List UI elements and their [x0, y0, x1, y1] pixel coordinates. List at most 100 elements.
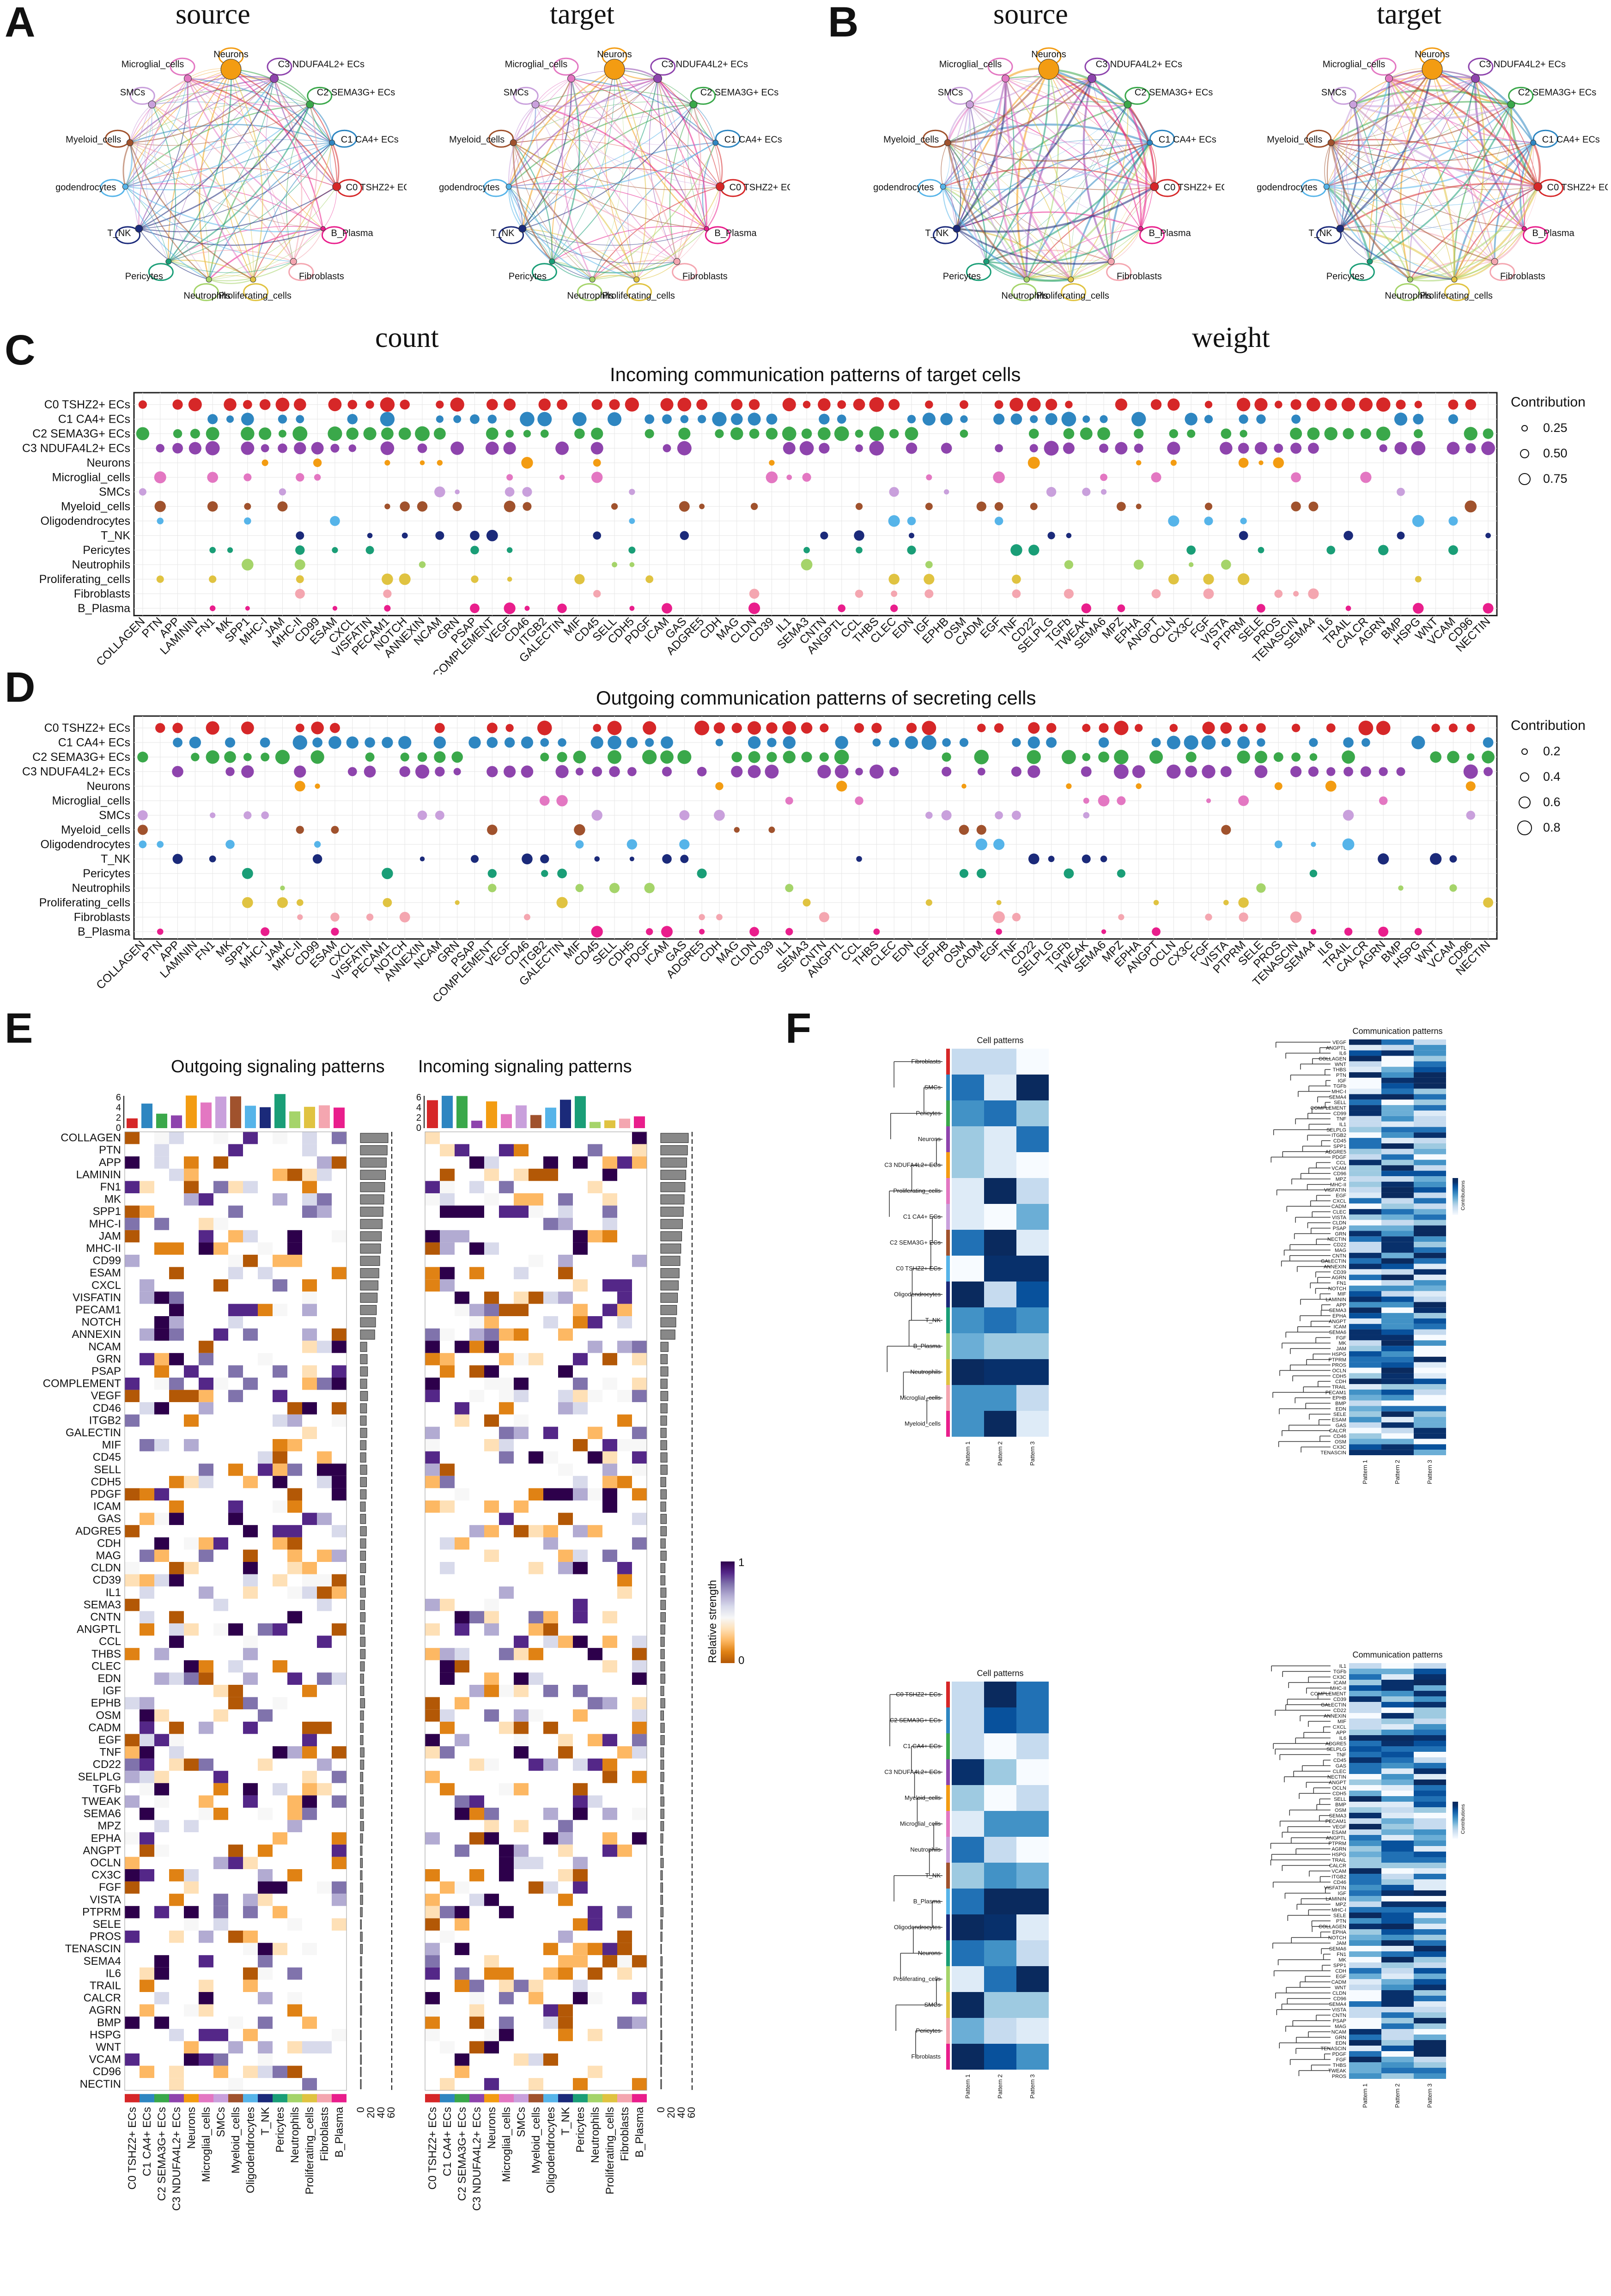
heat-cell: [273, 1451, 287, 1464]
heat-cell: [602, 1746, 617, 1759]
heat-cell: [228, 1402, 243, 1415]
heat-cell: [332, 1808, 347, 1820]
heat-cell: [154, 2029, 169, 2041]
heat-cell: [588, 1672, 602, 1685]
pattern-cell: [1414, 1313, 1446, 1318]
heat-cell: [258, 1598, 273, 1611]
bubble: [1483, 428, 1494, 439]
bubble: [470, 530, 480, 541]
comm-row-label: GRN: [1335, 1231, 1347, 1237]
heat-cell: [558, 1512, 573, 1525]
bubble: [1345, 605, 1351, 611]
bubble: [277, 897, 288, 908]
heat-cell: [469, 1857, 484, 1869]
bubble: [399, 911, 410, 923]
heat-cell: [588, 1881, 602, 1894]
heat-cell: [529, 1168, 543, 1181]
pattern-cell: [1414, 1225, 1446, 1231]
heat-cell: [125, 1562, 140, 1574]
bubble: [819, 443, 830, 454]
heat-cell: [617, 1808, 632, 1820]
row-label: LAMININ: [76, 1168, 121, 1181]
bubble: [382, 573, 393, 585]
top-bar: [516, 1105, 527, 1128]
heat-cell: [440, 1746, 455, 1759]
bubble: [172, 399, 183, 410]
comm-row-label: SELL: [1334, 1100, 1346, 1105]
side-axis-tick: 0: [355, 2107, 366, 2113]
heat-cell: [243, 2004, 258, 2017]
heat-cell: [154, 1967, 169, 1980]
heat-cell: [243, 1697, 258, 1710]
network-node: [1088, 74, 1097, 83]
heat-cell: [140, 1943, 154, 1956]
bubble: [1170, 460, 1177, 466]
heat-cell: [332, 1267, 347, 1280]
heat-cell: [317, 1623, 332, 1636]
pattern-cell: [1349, 1302, 1381, 1308]
row-label: CDH: [97, 1537, 121, 1549]
heat-cell: [140, 1808, 154, 1820]
heat-cell: [332, 1697, 347, 1710]
top-bar: [486, 1101, 497, 1128]
heat-cell: [558, 1980, 573, 1992]
heat-cell: [302, 1894, 317, 1906]
edge: [956, 142, 1150, 229]
bubble: [1205, 913, 1212, 921]
heat-cell: [632, 1378, 647, 1390]
comm-row-label: BMP: [1335, 1401, 1346, 1407]
edge: [522, 104, 694, 230]
heat-cell: [169, 1476, 184, 1488]
edge: [508, 187, 523, 229]
heat-cell: [469, 1598, 484, 1611]
bubble: [1099, 443, 1109, 453]
edge: [1453, 142, 1534, 280]
pattern-cell: [1381, 1324, 1414, 1330]
self-loop: [1394, 283, 1420, 301]
bubble: [1293, 591, 1299, 597]
heat-cell: [573, 1353, 588, 1366]
heat-cell: [213, 1967, 228, 1980]
heat-cell: [425, 1353, 440, 1366]
column-label: C2 SEMA3G+ ECs: [456, 2107, 468, 2201]
heat-cell: [425, 1537, 440, 1550]
heat-cell: [125, 1721, 140, 1734]
heat-cell: [602, 1378, 617, 1390]
heat-cell: [287, 1808, 302, 1820]
row-label: C2 SEMA3G+ ECs: [32, 751, 130, 764]
heat-cell: [154, 1955, 169, 1968]
heat-cell: [558, 1660, 573, 1673]
heat-cell: [169, 2041, 184, 2053]
bubble: [1028, 428, 1039, 439]
heat-cell: [543, 1992, 558, 2004]
heat-cell: [273, 1439, 287, 1452]
heat-cell: [184, 1341, 199, 1353]
pattern-cell: [1414, 1252, 1446, 1258]
heat-cell: [617, 1488, 632, 1500]
bubble: [1465, 399, 1477, 410]
heat-cell: [273, 1758, 287, 1771]
heat-cell: [499, 1218, 514, 1230]
pattern-cell: [1414, 1379, 1446, 1385]
heat-cell: [514, 1598, 529, 1611]
heat-cell: [228, 1918, 243, 1931]
heat-cell: [273, 1660, 287, 1673]
heat-cell: [514, 1918, 529, 1931]
heat-cell: [588, 2078, 602, 2090]
heat-cell: [302, 1709, 317, 1722]
bubble: [399, 573, 411, 585]
heat-cell: [302, 1439, 317, 1452]
edge: [1388, 78, 1525, 230]
heat-cell: [529, 1255, 543, 1267]
heat-cell: [425, 1635, 440, 1648]
comm-row-label: ANGPTL: [1326, 1045, 1346, 1051]
heat-cell: [632, 1291, 647, 1304]
bubble: [1290, 427, 1302, 440]
heat-cell: [317, 1205, 332, 1218]
pattern-cell: [1349, 1379, 1381, 1385]
heat-cell: [287, 1255, 302, 1267]
heat-cell: [469, 1672, 484, 1685]
side-bar: [660, 1415, 667, 1426]
heat-cell: [287, 1390, 302, 1403]
heat-cell: [184, 1672, 199, 1685]
